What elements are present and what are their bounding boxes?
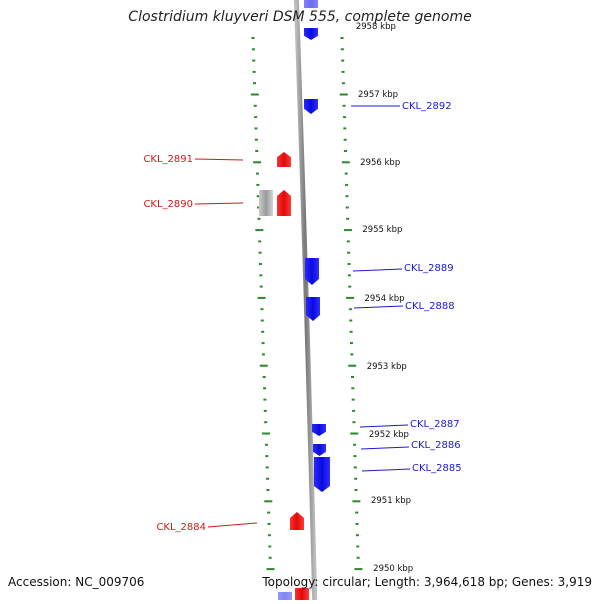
- gene-label[interactable]: CKL_2884: [156, 522, 206, 533]
- accession-text: Accession: NC_009706: [8, 575, 145, 589]
- gene-arrow-ckl-2886[interactable]: [313, 444, 326, 456]
- gene-arrow-ckl-2884[interactable]: [290, 512, 304, 530]
- scale-label: 2953 kbp: [367, 362, 407, 372]
- gene-arrow-ckl-2890[interactable]: [277, 190, 291, 216]
- gene-label[interactable]: CKL_2888: [405, 301, 455, 312]
- gene-leader-line: [359, 424, 409, 428]
- inner-tick-ring: [250, 37, 275, 571]
- scale-label: 2957 kbp: [358, 90, 398, 100]
- gene-labels: CKL_2892 CKL_2891 CKL_2890 CKL_2889 CKL_2888…: [143, 101, 461, 533]
- genome-summary-text: Topology: circular; Length: 3,964,618 bp…: [262, 575, 592, 589]
- gene-label[interactable]: CKL_2887: [410, 419, 460, 430]
- gene-leader-line: [361, 468, 411, 472]
- gene-leader-line: [194, 202, 244, 205]
- scale-label: 2958 kbp: [356, 22, 396, 32]
- gene-features: [259, 0, 330, 530]
- gene-label[interactable]: CKL_2891: [143, 154, 193, 165]
- scale-labels: 2950 kbp 2951 kbp 2952 kbp 2953 kbp 2954 kbp…: [356, 22, 413, 574]
- genome-title: Clostridium kluyveri DSM 555, complete g…: [128, 9, 472, 25]
- bottom-partial-features: [278, 588, 309, 602]
- scale-label: 2955 kbp: [362, 225, 402, 235]
- outer-tick-ring: [339, 37, 363, 571]
- gene-arrow-ckl-2889[interactable]: [305, 258, 319, 285]
- gene-label[interactable]: CKL_2889: [404, 263, 454, 274]
- gene-label[interactable]: CKL_2886: [411, 440, 461, 451]
- gene-arrow-ckl-2888[interactable]: [306, 297, 320, 321]
- scale-label: 2951 kbp: [371, 496, 411, 506]
- gene-label[interactable]: CKL_2885: [412, 463, 462, 474]
- gene-leader-line: [207, 522, 258, 528]
- gene-arrow-ckl-2891[interactable]: [277, 152, 291, 167]
- scale-label: 2956 kbp: [360, 158, 400, 168]
- scale-label: 2950 kbp: [373, 564, 413, 574]
- gene-label[interactable]: CKL_2890: [143, 199, 193, 210]
- gene-arrow-ckl-2892[interactable]: [304, 99, 318, 114]
- gene-leader-line: [360, 446, 410, 450]
- gene-arrow-partial: [304, 0, 318, 8]
- pseudogene-block[interactable]: [259, 190, 273, 216]
- gene-arrow-partial[interactable]: [304, 28, 318, 40]
- scale-label: 2954 kbp: [365, 294, 405, 304]
- gene-label[interactable]: CKL_2892: [402, 101, 452, 112]
- gene-leader-line: [352, 268, 403, 272]
- scale-label: 2952 kbp: [369, 430, 409, 440]
- gene-leader-line: [353, 305, 404, 309]
- gene-arrow-ckl-2887[interactable]: [312, 424, 326, 436]
- gene-arrow-ckl-2885[interactable]: [314, 457, 330, 492]
- gene-leader-line: [194, 158, 244, 161]
